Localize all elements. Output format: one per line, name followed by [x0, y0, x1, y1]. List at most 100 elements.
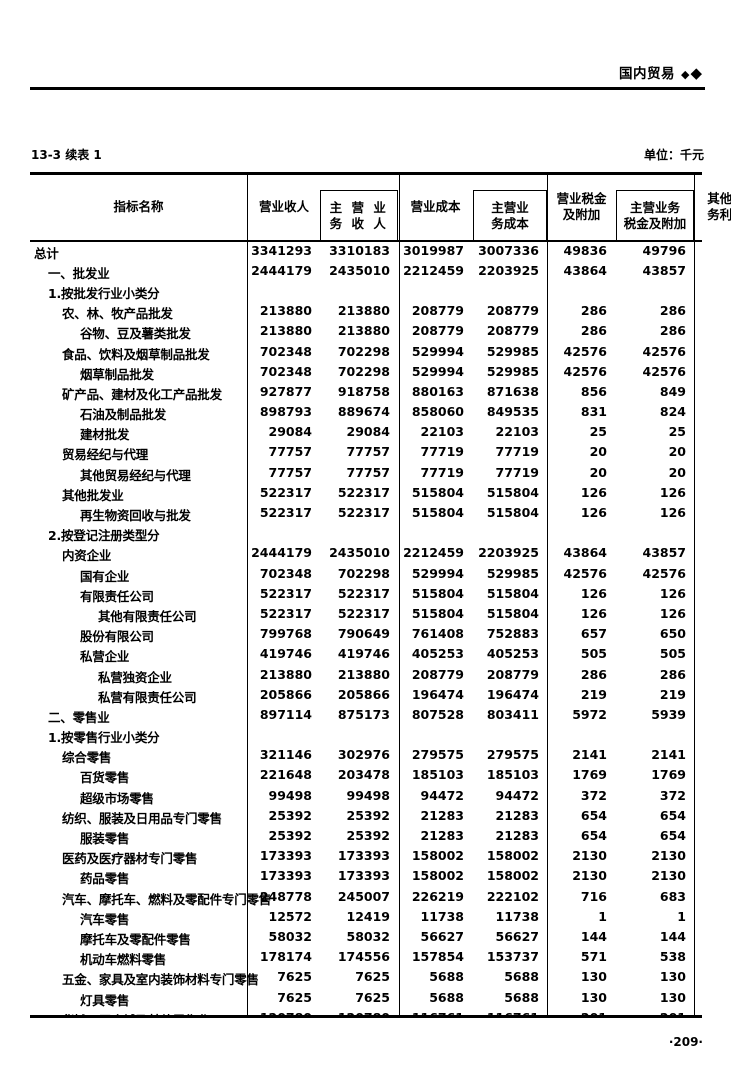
table-body: 总计 3341293 3310183 3019987 3007336 49836 49796…: [30, 242, 702, 1016]
cell-main_tax: 219: [659, 686, 686, 702]
cell-main_tax: 144: [659, 928, 686, 944]
row-label: 建材批发: [80, 427, 130, 443]
cell-oper_cost: 515804: [411, 585, 464, 601]
table-row: 2.按登记注册类型分: [30, 524, 702, 544]
cell-main_tax: 130: [659, 969, 686, 985]
cell-main_cost: 3007336: [478, 242, 539, 258]
cell-main_cost: 515804: [486, 605, 539, 621]
cell-main_cost: 803411: [486, 706, 539, 722]
row-label: 医药及医疗器材专门零售: [62, 851, 198, 867]
column-header-label-line2: 及附加: [562, 207, 601, 223]
cell-main_cost: 529985: [486, 343, 539, 359]
table-row: 贸易经纪与代理 77757 77757 77719 77719 20 20: [30, 443, 702, 463]
cell-main_tax: 654: [659, 807, 686, 823]
table-row: 私营独资企业 213880 213880 208779 208779 286 286: [30, 666, 702, 686]
table-row: 货摊、无店铺及其他零售业 120780 120780 116761 116761 201 2…: [30, 1009, 702, 1016]
cell-main_tax: 126: [659, 605, 686, 621]
cell-main_cost: 21283: [495, 807, 540, 823]
cell-oper_income: 77757: [268, 464, 313, 480]
cell-oper_cost: 529994: [411, 343, 464, 359]
cell-oper_income: 2444179: [251, 262, 312, 278]
table-row: 国有企业 702348 702298 529994 529985 42576 42576 41: [30, 565, 702, 585]
cell-main_cost: 2203925: [478, 545, 539, 561]
column-header-label: 营业成本: [410, 199, 461, 215]
table-row: 汽车、摩托车、燃料及零配件专门零售 248778 245007 226219 22210…: [30, 888, 702, 908]
row-label: 矿产品、建材及化工产品批发: [62, 386, 222, 402]
cell-main_cost: 515804: [486, 505, 539, 521]
cell-oper_income: 7625: [277, 989, 312, 1005]
cell-oper_tax: 43864: [563, 545, 608, 561]
column-header-other_profit: 其他业务利润: [695, 175, 731, 240]
cell-main_income: 203478: [337, 767, 390, 783]
cell-main_cost: 752883: [486, 626, 539, 642]
cell-main_income: 12419: [346, 908, 391, 924]
cell-oper_income: 29084: [268, 424, 313, 440]
cell-main_tax: 42576: [642, 565, 687, 581]
row-label: 总计: [34, 245, 59, 261]
table-row: 石油及制品批发 898793 889674 858060 849535 831 824 203: [30, 403, 702, 423]
cell-main_income: 173393: [337, 848, 390, 864]
row-label: 汽车、摩托车、燃料及零配件专门零售: [62, 891, 272, 907]
cell-main_income: 875173: [337, 706, 390, 722]
cell-oper_cost: 208779: [411, 303, 464, 319]
cell-oper_income: 7625: [277, 969, 312, 985]
cell-main_cost: 153737: [486, 949, 539, 965]
cell-main_income: 213880: [337, 303, 390, 319]
table-row: 股份有限公司 799768 790649 761408 752883 657 650 203: [30, 625, 702, 645]
row-label: 二、零售业: [48, 709, 110, 725]
column-header-label: 指标名称: [113, 199, 164, 215]
table-row: 矿产品、建材及化工产品批发 927877 918758 880163 871638 856…: [30, 383, 702, 403]
cell-oper_cost: 279575: [411, 747, 464, 763]
cell-other_profit: 203: [695, 626, 702, 641]
cell-main_income: 889674: [337, 404, 390, 420]
cell-oper_cost: 158002: [411, 868, 464, 884]
cell-main_income: 25392: [346, 807, 391, 823]
table-row: 再生物资回收与批发 522317 522317 515804 515804 126 126: [30, 504, 702, 524]
cell-main_income: 522317: [337, 605, 390, 621]
cell-main_income: 77757: [346, 444, 391, 460]
cell-main_income: 174556: [337, 949, 390, 965]
cell-oper_cost: 880163: [411, 383, 464, 399]
table-row: 汽车零售 12572 12419 11738 11738 1 1 153: [30, 908, 702, 928]
cell-other_profit: 1807: [695, 969, 702, 984]
cell-main_cost: 515804: [486, 585, 539, 601]
cell-oper_income: 522317: [259, 505, 312, 521]
row-label: 一、批发业: [48, 265, 110, 281]
cell-main_cost: 185103: [486, 767, 539, 783]
cell-main_tax: 505: [659, 646, 686, 662]
cell-oper_tax: 126: [580, 605, 607, 621]
cell-oper_cost: 22103: [420, 424, 465, 440]
table-caption-row: 13-3 续表 1 单位：千元: [0, 146, 731, 166]
cell-oper_tax: 505: [580, 646, 607, 662]
cell-main_tax: 201: [616, 1010, 686, 1016]
cell-other_profit: 244: [695, 263, 702, 278]
cell-other_profit: 1960: [695, 707, 702, 722]
cell-oper_tax: 219: [580, 686, 607, 702]
column-header-main_income: 主 营 业务 收 人: [320, 190, 398, 240]
cell-main_income: 702298: [337, 565, 390, 581]
row-label: 其他有限责任公司: [98, 608, 197, 624]
cell-other_profit: 41: [695, 566, 702, 581]
section-title-text: 国内贸易: [618, 66, 675, 82]
row-label: 谷物、豆及薯类批发: [80, 326, 191, 342]
column-header-oper_income: 营业收人: [248, 175, 320, 240]
cell-main_income: 702298: [337, 343, 390, 359]
cell-oper_tax: 286: [580, 303, 607, 319]
cell-oper_tax: 144: [580, 928, 607, 944]
cell-oper_income: 248778: [259, 888, 312, 904]
cell-oper_income: 702348: [259, 565, 312, 581]
table-row: 五金、家具及室内装饰材料专门零售 7625 7625 5688 5688 130 130 18…: [30, 968, 702, 988]
cell-oper_tax: 130: [580, 989, 607, 1005]
cell-main_cost: 116761: [473, 1010, 539, 1016]
cell-oper_income: 205866: [259, 686, 312, 702]
table-row: 有限责任公司 522317 522317 515804 515804 126 126: [30, 585, 702, 605]
cell-oper_cost: 515804: [411, 605, 464, 621]
row-label: 私营企业: [80, 649, 130, 665]
cell-main_tax: 2130: [651, 848, 686, 864]
cell-oper_cost: 116761: [399, 1010, 464, 1016]
row-label: 烟草制品批发: [80, 366, 154, 382]
cell-main_cost: 77719: [495, 464, 540, 480]
table-row: 服装零售 25392 25392 21283 21283 654 654: [30, 827, 702, 847]
cell-oper_income: 419746: [259, 646, 312, 662]
table-row: 1.按零售行业小类分: [30, 726, 702, 746]
